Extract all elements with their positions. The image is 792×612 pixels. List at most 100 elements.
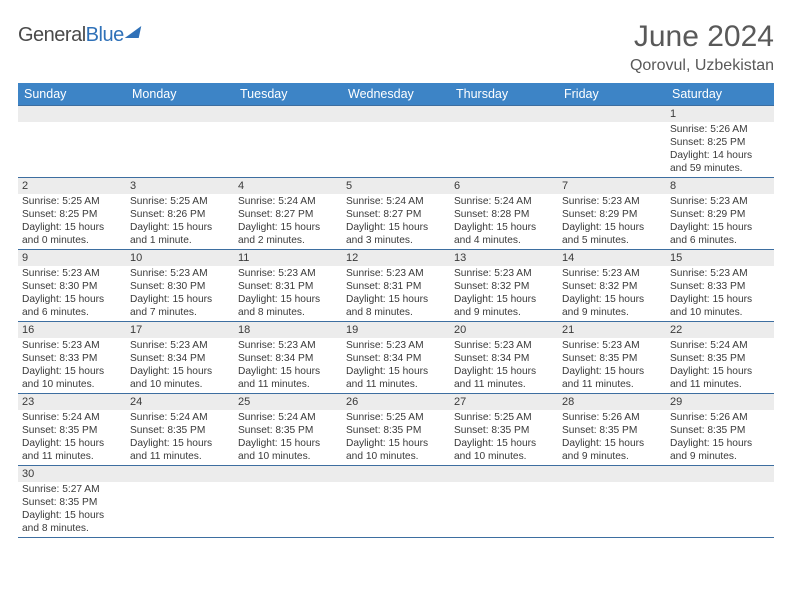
day-info: Sunrise: 5:23 AMSunset: 8:32 PMDaylight:… bbox=[558, 267, 666, 319]
calendar-cell: 26Sunrise: 5:25 AMSunset: 8:35 PMDayligh… bbox=[342, 394, 450, 466]
day-number: 6 bbox=[450, 178, 558, 194]
calendar-cell bbox=[450, 466, 558, 538]
day-number: 19 bbox=[342, 322, 450, 338]
day-number: 12 bbox=[342, 250, 450, 266]
calendar-cell: 10Sunrise: 5:23 AMSunset: 8:30 PMDayligh… bbox=[126, 250, 234, 322]
logo-part2: Blue bbox=[86, 24, 124, 46]
calendar-cell: 13Sunrise: 5:23 AMSunset: 8:32 PMDayligh… bbox=[450, 250, 558, 322]
day-number: 8 bbox=[666, 178, 774, 194]
day-info: Sunrise: 5:23 AMSunset: 8:30 PMDaylight:… bbox=[126, 267, 234, 319]
day-info: Sunrise: 5:26 AMSunset: 8:35 PMDaylight:… bbox=[666, 411, 774, 463]
day-number: 10 bbox=[126, 250, 234, 266]
calendar-cell bbox=[342, 106, 450, 178]
day-info: Sunrise: 5:26 AMSunset: 8:25 PMDaylight:… bbox=[666, 123, 774, 175]
calendar-cell bbox=[126, 106, 234, 178]
day-info: Sunrise: 5:23 AMSunset: 8:34 PMDaylight:… bbox=[234, 339, 342, 391]
daynum-empty bbox=[126, 466, 234, 482]
day-info: Sunrise: 5:25 AMSunset: 8:26 PMDaylight:… bbox=[126, 195, 234, 247]
calendar-cell: 30Sunrise: 5:27 AMSunset: 8:35 PMDayligh… bbox=[18, 466, 126, 538]
logo-part1: General bbox=[18, 24, 86, 46]
daynum-empty bbox=[450, 466, 558, 482]
calendar-cell: 28Sunrise: 5:26 AMSunset: 8:35 PMDayligh… bbox=[558, 394, 666, 466]
calendar-cell: 27Sunrise: 5:25 AMSunset: 8:35 PMDayligh… bbox=[450, 394, 558, 466]
calendar-cell: 25Sunrise: 5:24 AMSunset: 8:35 PMDayligh… bbox=[234, 394, 342, 466]
day-info: Sunrise: 5:23 AMSunset: 8:34 PMDaylight:… bbox=[450, 339, 558, 391]
daynum-empty bbox=[18, 106, 126, 122]
calendar-cell: 8Sunrise: 5:23 AMSunset: 8:29 PMDaylight… bbox=[666, 178, 774, 250]
day-info: Sunrise: 5:23 AMSunset: 8:31 PMDaylight:… bbox=[234, 267, 342, 319]
calendar-cell: 29Sunrise: 5:26 AMSunset: 8:35 PMDayligh… bbox=[666, 394, 774, 466]
calendar-cell: 16Sunrise: 5:23 AMSunset: 8:33 PMDayligh… bbox=[18, 322, 126, 394]
day-header: Friday bbox=[558, 83, 666, 106]
day-info: Sunrise: 5:24 AMSunset: 8:28 PMDaylight:… bbox=[450, 195, 558, 247]
daynum-empty bbox=[342, 466, 450, 482]
calendar-cell bbox=[18, 106, 126, 178]
calendar-cell: 19Sunrise: 5:23 AMSunset: 8:34 PMDayligh… bbox=[342, 322, 450, 394]
calendar-cell bbox=[234, 106, 342, 178]
calendar-row: 1Sunrise: 5:26 AMSunset: 8:25 PMDaylight… bbox=[18, 106, 774, 178]
day-number: 24 bbox=[126, 394, 234, 410]
day-info: Sunrise: 5:24 AMSunset: 8:35 PMDaylight:… bbox=[666, 339, 774, 391]
calendar-row: 16Sunrise: 5:23 AMSunset: 8:33 PMDayligh… bbox=[18, 322, 774, 394]
calendar-cell: 15Sunrise: 5:23 AMSunset: 8:33 PMDayligh… bbox=[666, 250, 774, 322]
day-number: 28 bbox=[558, 394, 666, 410]
calendar-cell: 6Sunrise: 5:24 AMSunset: 8:28 PMDaylight… bbox=[450, 178, 558, 250]
daynum-empty bbox=[234, 466, 342, 482]
day-info: Sunrise: 5:25 AMSunset: 8:35 PMDaylight:… bbox=[450, 411, 558, 463]
calendar-cell bbox=[234, 466, 342, 538]
day-header: Saturday bbox=[666, 83, 774, 106]
calendar-cell: 21Sunrise: 5:23 AMSunset: 8:35 PMDayligh… bbox=[558, 322, 666, 394]
day-info: Sunrise: 5:23 AMSunset: 8:33 PMDaylight:… bbox=[666, 267, 774, 319]
day-number: 4 bbox=[234, 178, 342, 194]
daynum-empty bbox=[126, 106, 234, 122]
day-number: 26 bbox=[342, 394, 450, 410]
daynum-empty bbox=[234, 106, 342, 122]
day-header: Thursday bbox=[450, 83, 558, 106]
calendar-cell: 2Sunrise: 5:25 AMSunset: 8:25 PMDaylight… bbox=[18, 178, 126, 250]
day-info: Sunrise: 5:25 AMSunset: 8:35 PMDaylight:… bbox=[342, 411, 450, 463]
day-number: 2 bbox=[18, 178, 126, 194]
day-info: Sunrise: 5:23 AMSunset: 8:34 PMDaylight:… bbox=[342, 339, 450, 391]
calendar-table: Sunday Monday Tuesday Wednesday Thursday… bbox=[18, 83, 774, 538]
calendar-row: 2Sunrise: 5:25 AMSunset: 8:25 PMDaylight… bbox=[18, 178, 774, 250]
day-number: 25 bbox=[234, 394, 342, 410]
day-info: Sunrise: 5:24 AMSunset: 8:27 PMDaylight:… bbox=[234, 195, 342, 247]
calendar-cell: 23Sunrise: 5:24 AMSunset: 8:35 PMDayligh… bbox=[18, 394, 126, 466]
daynum-empty bbox=[666, 466, 774, 482]
day-info: Sunrise: 5:24 AMSunset: 8:35 PMDaylight:… bbox=[126, 411, 234, 463]
day-info: Sunrise: 5:23 AMSunset: 8:29 PMDaylight:… bbox=[558, 195, 666, 247]
logo: GeneralBlue bbox=[18, 24, 140, 47]
day-header: Wednesday bbox=[342, 83, 450, 106]
calendar-row: 30Sunrise: 5:27 AMSunset: 8:35 PMDayligh… bbox=[18, 466, 774, 538]
day-info: Sunrise: 5:23 AMSunset: 8:34 PMDaylight:… bbox=[126, 339, 234, 391]
day-number: 1 bbox=[666, 106, 774, 122]
day-info: Sunrise: 5:25 AMSunset: 8:25 PMDaylight:… bbox=[18, 195, 126, 247]
calendar-cell: 18Sunrise: 5:23 AMSunset: 8:34 PMDayligh… bbox=[234, 322, 342, 394]
day-number: 16 bbox=[18, 322, 126, 338]
day-info: Sunrise: 5:23 AMSunset: 8:30 PMDaylight:… bbox=[18, 267, 126, 319]
logo-triangle-icon bbox=[124, 26, 141, 38]
calendar-cell bbox=[558, 106, 666, 178]
daynum-empty bbox=[558, 466, 666, 482]
day-number: 22 bbox=[666, 322, 774, 338]
calendar-cell: 24Sunrise: 5:24 AMSunset: 8:35 PMDayligh… bbox=[126, 394, 234, 466]
day-number: 14 bbox=[558, 250, 666, 266]
calendar-cell bbox=[342, 466, 450, 538]
day-info: Sunrise: 5:24 AMSunset: 8:35 PMDaylight:… bbox=[18, 411, 126, 463]
day-number: 17 bbox=[126, 322, 234, 338]
day-number: 7 bbox=[558, 178, 666, 194]
calendar-cell bbox=[666, 466, 774, 538]
day-header: Sunday bbox=[18, 83, 126, 106]
calendar-cell: 12Sunrise: 5:23 AMSunset: 8:31 PMDayligh… bbox=[342, 250, 450, 322]
day-number: 9 bbox=[18, 250, 126, 266]
day-number: 11 bbox=[234, 250, 342, 266]
day-info: Sunrise: 5:24 AMSunset: 8:35 PMDaylight:… bbox=[234, 411, 342, 463]
day-info: Sunrise: 5:23 AMSunset: 8:29 PMDaylight:… bbox=[666, 195, 774, 247]
calendar-cell: 9Sunrise: 5:23 AMSunset: 8:30 PMDaylight… bbox=[18, 250, 126, 322]
calendar-cell: 20Sunrise: 5:23 AMSunset: 8:34 PMDayligh… bbox=[450, 322, 558, 394]
day-info: Sunrise: 5:23 AMSunset: 8:35 PMDaylight:… bbox=[558, 339, 666, 391]
calendar-cell: 17Sunrise: 5:23 AMSunset: 8:34 PMDayligh… bbox=[126, 322, 234, 394]
day-info: Sunrise: 5:23 AMSunset: 8:32 PMDaylight:… bbox=[450, 267, 558, 319]
day-number: 29 bbox=[666, 394, 774, 410]
daynum-empty bbox=[342, 106, 450, 122]
